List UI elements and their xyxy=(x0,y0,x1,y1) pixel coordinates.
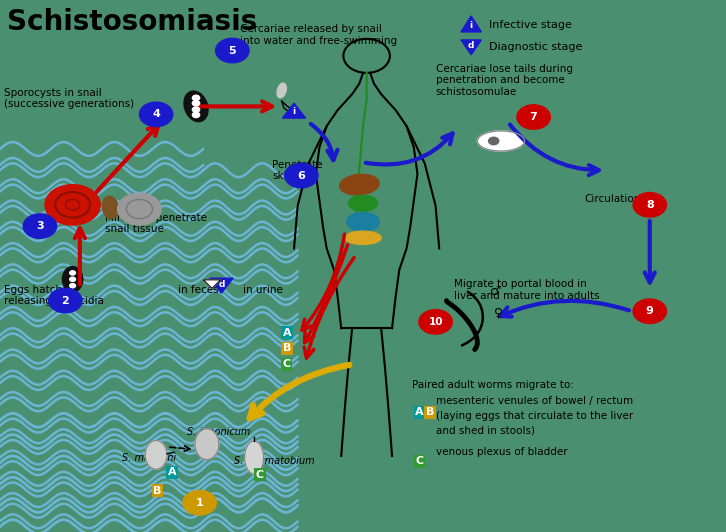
Circle shape xyxy=(633,299,666,323)
Text: Paired adult worms migrate to:: Paired adult worms migrate to: xyxy=(412,380,574,390)
Text: Eggs hatch,
releasing miracidia: Eggs hatch, releasing miracidia xyxy=(4,285,104,306)
Text: C: C xyxy=(256,470,264,479)
Circle shape xyxy=(517,105,550,129)
Ellipse shape xyxy=(277,83,286,98)
Circle shape xyxy=(489,137,499,145)
Text: Penetrate
skin: Penetrate skin xyxy=(272,160,323,181)
Text: 10: 10 xyxy=(428,317,443,327)
Text: d: d xyxy=(219,280,224,289)
Text: S. mansoni: S. mansoni xyxy=(122,453,176,463)
Ellipse shape xyxy=(145,440,167,469)
Text: S. haematobium: S. haematobium xyxy=(234,456,314,467)
Text: 1: 1 xyxy=(196,498,203,508)
Text: S. japonicum: S. japonicum xyxy=(187,427,250,437)
Text: and shed in stools): and shed in stools) xyxy=(436,426,534,436)
Text: d: d xyxy=(468,41,474,49)
Ellipse shape xyxy=(340,174,379,195)
Circle shape xyxy=(118,193,161,225)
Text: Schistosomiasis: Schistosomiasis xyxy=(7,8,258,36)
Text: Migrate to portal blood in
liver and mature into adults: Migrate to portal blood in liver and mat… xyxy=(454,279,600,301)
Ellipse shape xyxy=(477,131,524,151)
Text: 8: 8 xyxy=(646,200,653,210)
Text: 9: 9 xyxy=(646,306,653,316)
Circle shape xyxy=(419,310,452,334)
Text: 5: 5 xyxy=(229,46,236,55)
Ellipse shape xyxy=(102,196,118,219)
Text: Sporocysts in snail
(successive generations): Sporocysts in snail (successive generati… xyxy=(4,88,134,110)
Text: venous plexus of bladder: venous plexus of bladder xyxy=(436,447,567,457)
Text: B: B xyxy=(282,344,291,353)
Polygon shape xyxy=(203,280,221,288)
Polygon shape xyxy=(282,103,306,118)
Circle shape xyxy=(633,193,666,217)
Text: Miracidia penetrate
snail tissue: Miracidia penetrate snail tissue xyxy=(105,213,207,235)
Ellipse shape xyxy=(347,212,379,231)
Circle shape xyxy=(192,95,200,101)
Text: i: i xyxy=(470,21,473,30)
Circle shape xyxy=(49,288,82,313)
Circle shape xyxy=(183,491,216,515)
Circle shape xyxy=(216,38,249,63)
Text: C: C xyxy=(415,456,424,466)
Text: 3: 3 xyxy=(36,221,44,231)
Circle shape xyxy=(23,214,57,238)
Text: (laying eggs that circulate to the liver: (laying eggs that circulate to the liver xyxy=(436,411,633,421)
Text: 6: 6 xyxy=(298,171,305,180)
Polygon shape xyxy=(461,16,481,32)
Text: 2: 2 xyxy=(62,296,69,305)
Ellipse shape xyxy=(348,195,378,211)
Text: B: B xyxy=(425,408,434,417)
Text: Diagnostic stage: Diagnostic stage xyxy=(489,43,582,52)
Circle shape xyxy=(70,277,76,281)
Text: i: i xyxy=(293,107,295,116)
Polygon shape xyxy=(461,40,481,55)
Circle shape xyxy=(70,284,76,288)
Text: C: C xyxy=(282,360,291,369)
Circle shape xyxy=(139,102,173,127)
Circle shape xyxy=(70,271,76,275)
Circle shape xyxy=(285,163,318,188)
Text: A: A xyxy=(282,328,291,337)
Text: A: A xyxy=(415,408,424,417)
Ellipse shape xyxy=(195,429,219,460)
Circle shape xyxy=(192,101,200,106)
Text: ♀: ♀ xyxy=(494,306,503,320)
Text: 7: 7 xyxy=(530,112,537,122)
Ellipse shape xyxy=(62,267,83,292)
Ellipse shape xyxy=(184,91,208,122)
Circle shape xyxy=(192,107,200,112)
Polygon shape xyxy=(210,278,233,293)
Text: Circulation: Circulation xyxy=(584,194,641,204)
Ellipse shape xyxy=(345,231,381,245)
Text: Infective stage: Infective stage xyxy=(489,20,571,30)
Circle shape xyxy=(192,112,200,118)
Text: 4: 4 xyxy=(152,110,160,119)
Circle shape xyxy=(45,185,100,225)
Text: in urine: in urine xyxy=(243,285,283,295)
Text: Cercariae released by snail
into water and free-swimming: Cercariae released by snail into water a… xyxy=(240,24,396,46)
Text: mesenteric venules of bowel / rectum: mesenteric venules of bowel / rectum xyxy=(436,396,633,406)
Text: B: B xyxy=(153,486,162,495)
Text: in feces: in feces xyxy=(178,285,219,295)
Ellipse shape xyxy=(245,441,264,474)
Text: Cercariae lose tails during
penetration and become
schistosomulae: Cercariae lose tails during penetration … xyxy=(436,64,573,97)
Text: A: A xyxy=(168,468,176,477)
Text: ♂: ♂ xyxy=(490,285,501,298)
